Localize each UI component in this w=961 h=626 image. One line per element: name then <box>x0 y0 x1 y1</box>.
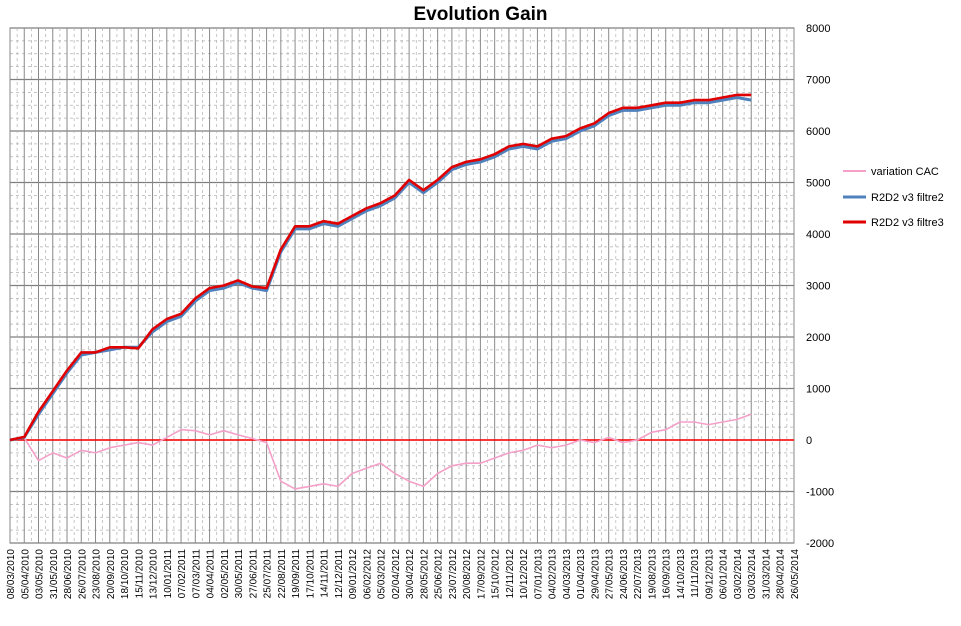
chart-title: Evolution Gain <box>413 4 548 25</box>
x-tick-label: 05/04/2010 <box>20 549 31 599</box>
series-lines <box>9 93 752 490</box>
y-tick-label: 5000 <box>806 178 830 190</box>
x-tick-label: 02/05/2011 <box>220 549 231 599</box>
legend-label-1: variation CAC <box>871 166 939 178</box>
x-tick-label: 22/08/2011 <box>277 549 288 599</box>
y-tick-label: 6000 <box>806 126 830 138</box>
x-tick-label: 23/07/2012 <box>448 549 459 599</box>
x-tick-label: 31/05/2010 <box>49 549 60 599</box>
axes: 8000 7000 6000 5000 4000 3000 2000 1000 0 -1000 -2… <box>6 23 834 599</box>
x-tick-label: 09/01/2012 <box>348 549 359 599</box>
y-tick-label: 8000 <box>806 23 830 35</box>
x-tick-label: 06/01/2014 <box>719 549 730 599</box>
x-tick-label: 09/12/2013 <box>704 549 715 599</box>
y-tick-label: 0 <box>806 435 812 447</box>
x-tick-label: 04/02/2013 <box>548 549 559 599</box>
x-tick-label: 08/03/2010 <box>6 549 17 599</box>
legend-label-3: R2D2 v3 filtre3 <box>871 217 944 229</box>
x-tick-label: 19/09/2011 <box>291 549 302 599</box>
legend: variation CAC R2D2 v3 filtre2 R2D2 v3 filt… <box>843 166 944 229</box>
y-tick-label: 2000 <box>806 332 830 344</box>
x-tick-label: 25/06/2012 <box>434 549 445 599</box>
x-tick-label: 07/02/2011 <box>177 549 188 599</box>
x-tick-label: 11/11/2013 <box>690 549 701 598</box>
x-tick-label: 28/06/2010 <box>63 549 74 599</box>
y-tick-label: -1000 <box>806 487 834 499</box>
x-tick-label: 12/11/2012 <box>505 549 516 599</box>
x-tick-label: 10/01/2011 <box>163 549 174 599</box>
x-tick-label: 23/08/2010 <box>92 549 103 599</box>
x-tick-label: 03/05/2010 <box>35 549 46 599</box>
y-tick-label: -2000 <box>806 538 834 550</box>
x-tick-label: 05/03/2012 <box>377 549 388 599</box>
y-tick-label: 1000 <box>806 384 830 396</box>
x-tick-label: 26/07/2010 <box>77 549 88 599</box>
x-tick-label: 29/04/2013 <box>590 549 601 599</box>
x-tick-label: 07/01/2013 <box>533 549 544 599</box>
x-tick-label: 10/12/2012 <box>519 549 530 599</box>
x-tick-label: 28/04/2014 <box>776 549 787 599</box>
legend-label-2: R2D2 v3 filtre2 <box>871 192 944 204</box>
x-tick-label: 13/12/2010 <box>149 549 160 599</box>
x-tick-label: 12/12/2011 <box>334 549 345 599</box>
x-tick-label: 30/04/2012 <box>405 549 416 599</box>
x-tick-label: 17/10/2011 <box>305 549 316 599</box>
series-line-3 <box>9 93 752 442</box>
x-tick-label: 18/10/2010 <box>120 549 131 599</box>
x-tick-label: 20/09/2010 <box>106 549 117 599</box>
x-tick-label: 14/11/2011 <box>320 549 331 598</box>
x-tick-label: 26/05/2014 <box>790 549 801 599</box>
x-tick-label: 25/07/2011 <box>263 549 274 599</box>
x-tick-label: 04/04/2011 <box>206 549 217 599</box>
x-tick-label: 01/04/2013 <box>576 549 587 599</box>
x-tick-label: 03/02/2014 <box>733 549 744 599</box>
x-tick-label: 15/11/2010 <box>134 549 145 599</box>
x-tick-label: 28/05/2012 <box>419 549 430 599</box>
x-tick-label: 02/04/2012 <box>391 549 402 599</box>
x-tick-label: 27/05/2013 <box>605 549 616 599</box>
x-tick-label: 14/10/2013 <box>676 549 687 599</box>
x-tick-label: 15/10/2012 <box>491 549 502 599</box>
x-tick-label: 16/09/2013 <box>662 549 673 599</box>
x-tick-label: 30/05/2011 <box>234 549 245 599</box>
x-tick-label: 27/06/2011 <box>248 549 259 599</box>
x-tick-label: 03/03/2014 <box>747 549 758 599</box>
y-tick-label: 3000 <box>806 281 830 293</box>
y-tick-label: 7000 <box>806 75 830 87</box>
x-tick-label: 22/07/2013 <box>633 549 644 599</box>
grid <box>9 27 795 544</box>
x-tick-label: 04/03/2013 <box>562 549 573 599</box>
x-tick-label: 17/09/2012 <box>476 549 487 599</box>
x-tick-label: 24/06/2013 <box>619 549 630 599</box>
series-line-1 <box>9 413 752 490</box>
x-tick-label: 07/03/2011 <box>191 549 202 599</box>
x-tick-label: 06/02/2012 <box>362 549 373 599</box>
y-tick-label: 4000 <box>806 229 830 241</box>
x-tick-label: 31/03/2014 <box>761 549 772 599</box>
x-tick-label: 19/08/2013 <box>647 549 658 599</box>
x-tick-label: 20/08/2012 <box>462 549 473 599</box>
